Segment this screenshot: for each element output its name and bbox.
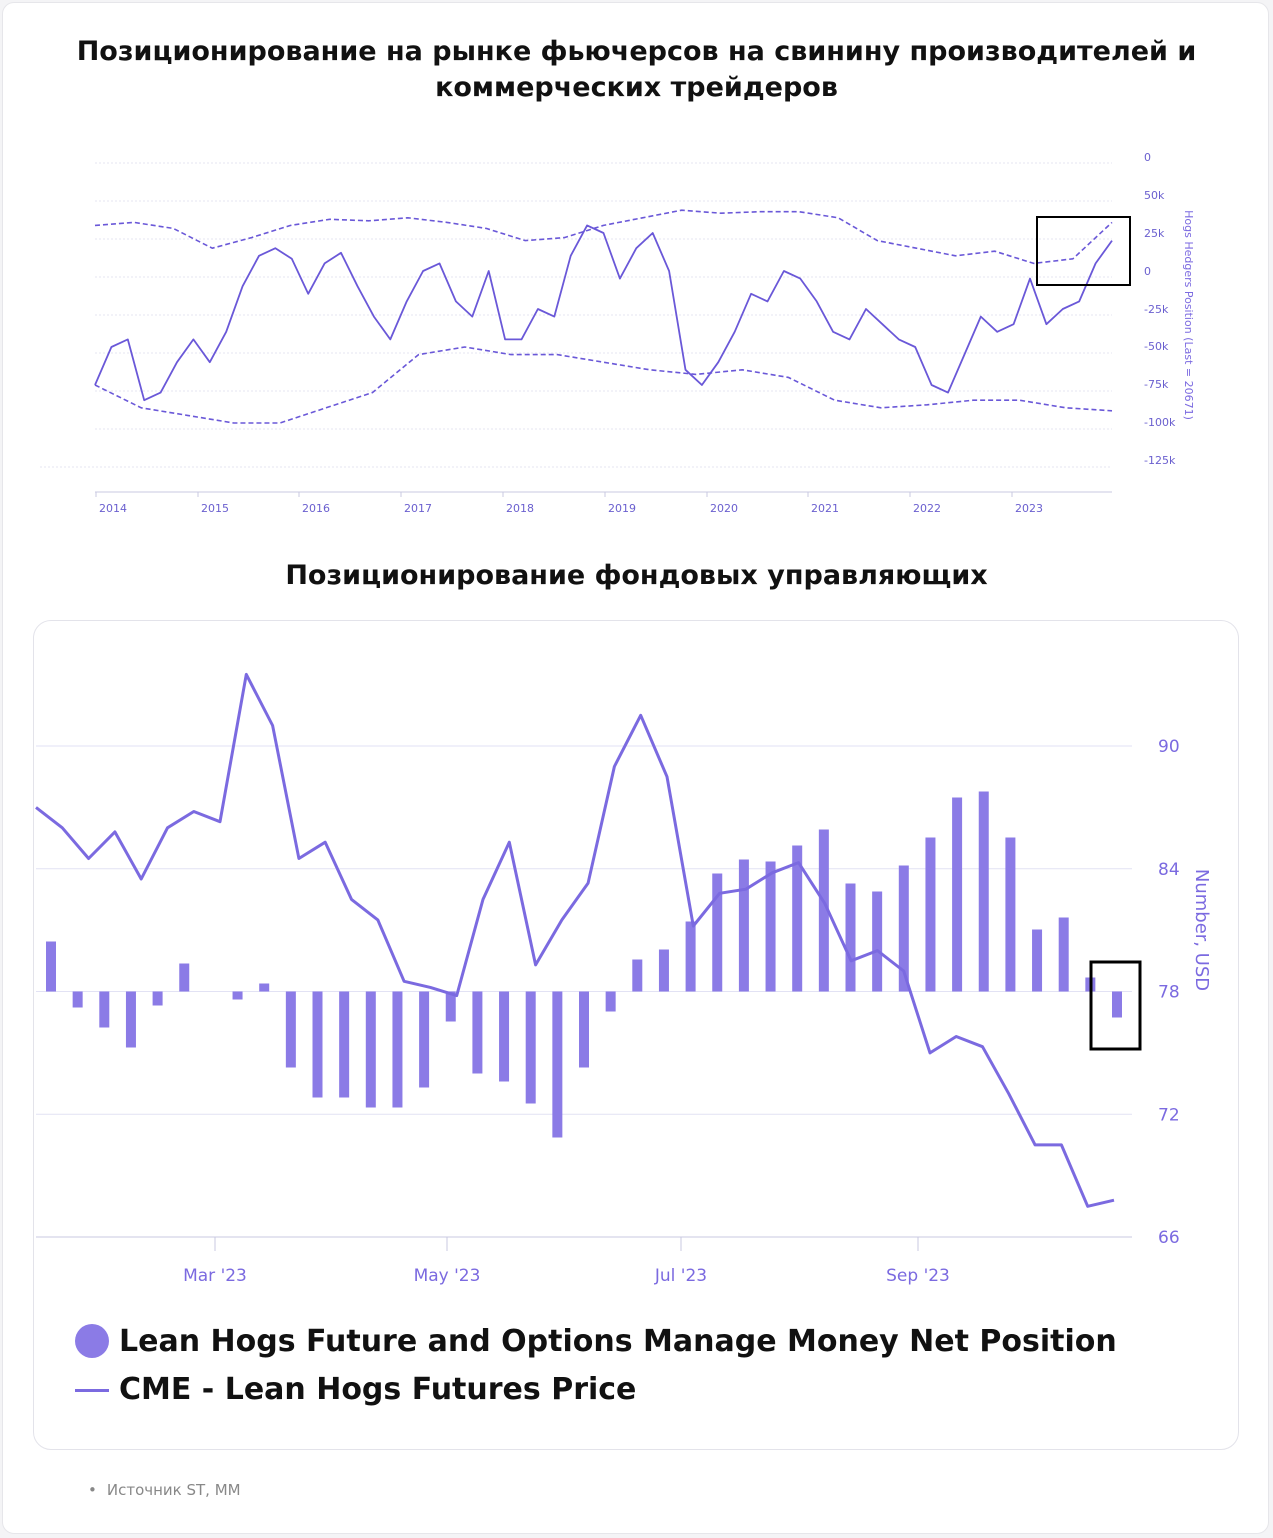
- position-bar: [765, 861, 776, 992]
- y-tick-label: -50k: [1144, 340, 1169, 353]
- position-bar: [365, 991, 376, 1108]
- position-bar: [339, 991, 350, 1098]
- y-tick-label: 0: [1144, 151, 1151, 164]
- position-bar: [1112, 991, 1122, 1018]
- position-bar: [898, 865, 909, 992]
- position-bar: [125, 991, 136, 1048]
- x-tick-label: 2021: [811, 502, 839, 515]
- x-tick-label: 2014: [99, 502, 127, 515]
- position-bar: [685, 921, 696, 992]
- position-bar: [285, 991, 296, 1068]
- y-tick-label: 90: [1158, 737, 1180, 757]
- x-tick-label: 2022: [913, 502, 941, 515]
- y-tick-label: -25k: [1144, 303, 1169, 316]
- highlight-box: [1089, 960, 1142, 1051]
- x-tick-label: 2015: [201, 502, 229, 515]
- source-note: • Источник ST, MM: [88, 1481, 241, 1499]
- y-axis-label: Hogs Hedgers Position (Last = 20671): [1182, 210, 1195, 420]
- position-bar: [658, 949, 669, 992]
- legend-label-bars: Lean Hogs Future and Options Manage Mone…: [119, 1324, 1117, 1359]
- band-line: [94, 209, 1113, 265]
- x-tick-label: Sep '23: [886, 1266, 950, 1286]
- position-bar: [952, 797, 963, 992]
- position-bar: [712, 873, 723, 992]
- position-bar: [1058, 917, 1069, 992]
- y-tick-label: 72: [1158, 1105, 1180, 1125]
- position-bar: [818, 829, 829, 992]
- highlight-box: [1036, 216, 1131, 286]
- position-bar: [312, 991, 323, 1098]
- position-bar: [792, 845, 803, 992]
- position-bar: [738, 859, 749, 992]
- position-bar: [845, 883, 856, 992]
- position-bar: [232, 991, 243, 1000]
- y-tick-label: 84: [1158, 860, 1180, 880]
- top-chart-title: Позиционирование на рынке фьючерсов на с…: [76, 36, 1197, 103]
- position-bar: [632, 959, 643, 992]
- position-bar: [72, 991, 83, 1008]
- position-bar: [46, 941, 56, 992]
- x-tick-label: 2017: [404, 502, 432, 515]
- x-tick-label: May '23: [414, 1266, 481, 1286]
- band-line: [94, 346, 1113, 424]
- y-tick-label: -125k: [1144, 454, 1176, 467]
- y-tick-label: 50k: [1144, 189, 1165, 202]
- position-bar: [499, 991, 510, 1082]
- hedgers-position-chart: 0 50k 25k 0 -25k -50k -75k -100k -125k Hogs Hedge…: [40, 151, 1195, 515]
- position-bar: [1032, 929, 1043, 992]
- y-tick-label: 0: [1144, 265, 1151, 278]
- x-tick-label: 2016: [302, 502, 330, 515]
- y-tick-label: -100k: [1144, 416, 1176, 429]
- position-bar: [605, 991, 616, 1012]
- position-bar: [525, 991, 536, 1104]
- y-tick-label: 66: [1158, 1228, 1180, 1248]
- y-tick-label: 25k: [1144, 227, 1165, 240]
- managed-money-chart: 66 72 78 84 90 Number, USD Mar '23 May '23 Jul '…: [35, 672, 1212, 1286]
- source-text: Источник ST, MM: [106, 1481, 241, 1499]
- x-tick-label: Mar '23: [183, 1266, 247, 1286]
- position-bar: [978, 791, 989, 992]
- position-bar: [419, 991, 430, 1088]
- position-bar: [99, 991, 110, 1028]
- position-bar: [472, 991, 483, 1074]
- legend-line-icon: [75, 1389, 109, 1392]
- y-tick-label: 78: [1158, 983, 1180, 1003]
- x-tick-label: 2018: [506, 502, 534, 515]
- position-bar: [392, 991, 403, 1108]
- position-bar: [445, 991, 456, 1022]
- position-bar: [1005, 837, 1016, 992]
- x-tick-label: 2020: [710, 502, 738, 515]
- position-bar: [179, 963, 190, 992]
- position-bar: [152, 991, 163, 1006]
- position-bar: [259, 983, 270, 992]
- bottom-chart-title: Позиционирование фондовых управляющих: [285, 560, 988, 591]
- y-axis-label: Number, USD: [1191, 869, 1212, 991]
- x-tick-label: Jul '23: [654, 1266, 707, 1286]
- position-bar: [579, 991, 589, 1068]
- y-tick-label: -75k: [1144, 378, 1169, 391]
- position-bar: [552, 991, 563, 1138]
- price-line: [35, 672, 1115, 1208]
- legend-label-line: CME - Lean Hogs Futures Price: [119, 1372, 637, 1407]
- position-bar: [925, 837, 936, 992]
- position-bar: [872, 891, 883, 992]
- bottom-chart-card: [33, 620, 1239, 1450]
- x-tick-label: 2019: [608, 502, 636, 515]
- x-tick-label: 2023: [1015, 502, 1043, 515]
- legend-dot-icon: [75, 1324, 109, 1358]
- position-line: [94, 224, 1113, 402]
